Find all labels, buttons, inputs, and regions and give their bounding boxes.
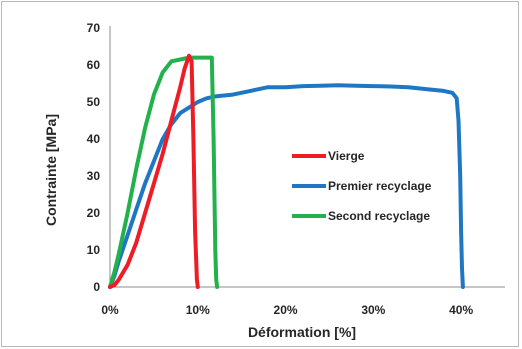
tick-labels: 0 10 20 30 40 50 60 70 0% 10% 20% 30% 40% [87, 21, 474, 317]
x-tick-label: 40% [449, 303, 473, 317]
y-tick-label: 70 [87, 21, 101, 35]
y-tick-label: 30 [87, 169, 101, 183]
y-tick-label: 20 [87, 206, 101, 220]
series-line-second-recyclage [108, 55, 220, 289]
y-tick-label: 10 [87, 243, 101, 257]
legend: Vierge Premier recyclage Second recyclage [292, 149, 432, 223]
axes [109, 26, 505, 288]
legend-label-second-recyclage: Second recyclage [328, 209, 430, 223]
y-tick-label: 50 [87, 95, 101, 109]
legend-label-vierge: Vierge [328, 149, 365, 163]
legend-label-premier-recyclage: Premier recyclage [328, 179, 432, 193]
x-tick-label: 20% [274, 303, 298, 317]
x-axis-title: Déformation [%] [248, 324, 356, 340]
x-tick-label: 0% [101, 303, 119, 317]
y-tick-label: 60 [87, 58, 101, 72]
y-axis-title: Contrainte [MPa] [43, 114, 59, 226]
x-tick-label: 30% [361, 303, 385, 317]
y-tick-label: 40 [87, 132, 101, 146]
series-lines [108, 53, 465, 289]
x-tick-label: 10% [186, 303, 210, 317]
series-line-premier-recyclage [108, 83, 465, 289]
y-tick-label: 0 [93, 280, 100, 294]
series-line-vierge [108, 53, 200, 289]
